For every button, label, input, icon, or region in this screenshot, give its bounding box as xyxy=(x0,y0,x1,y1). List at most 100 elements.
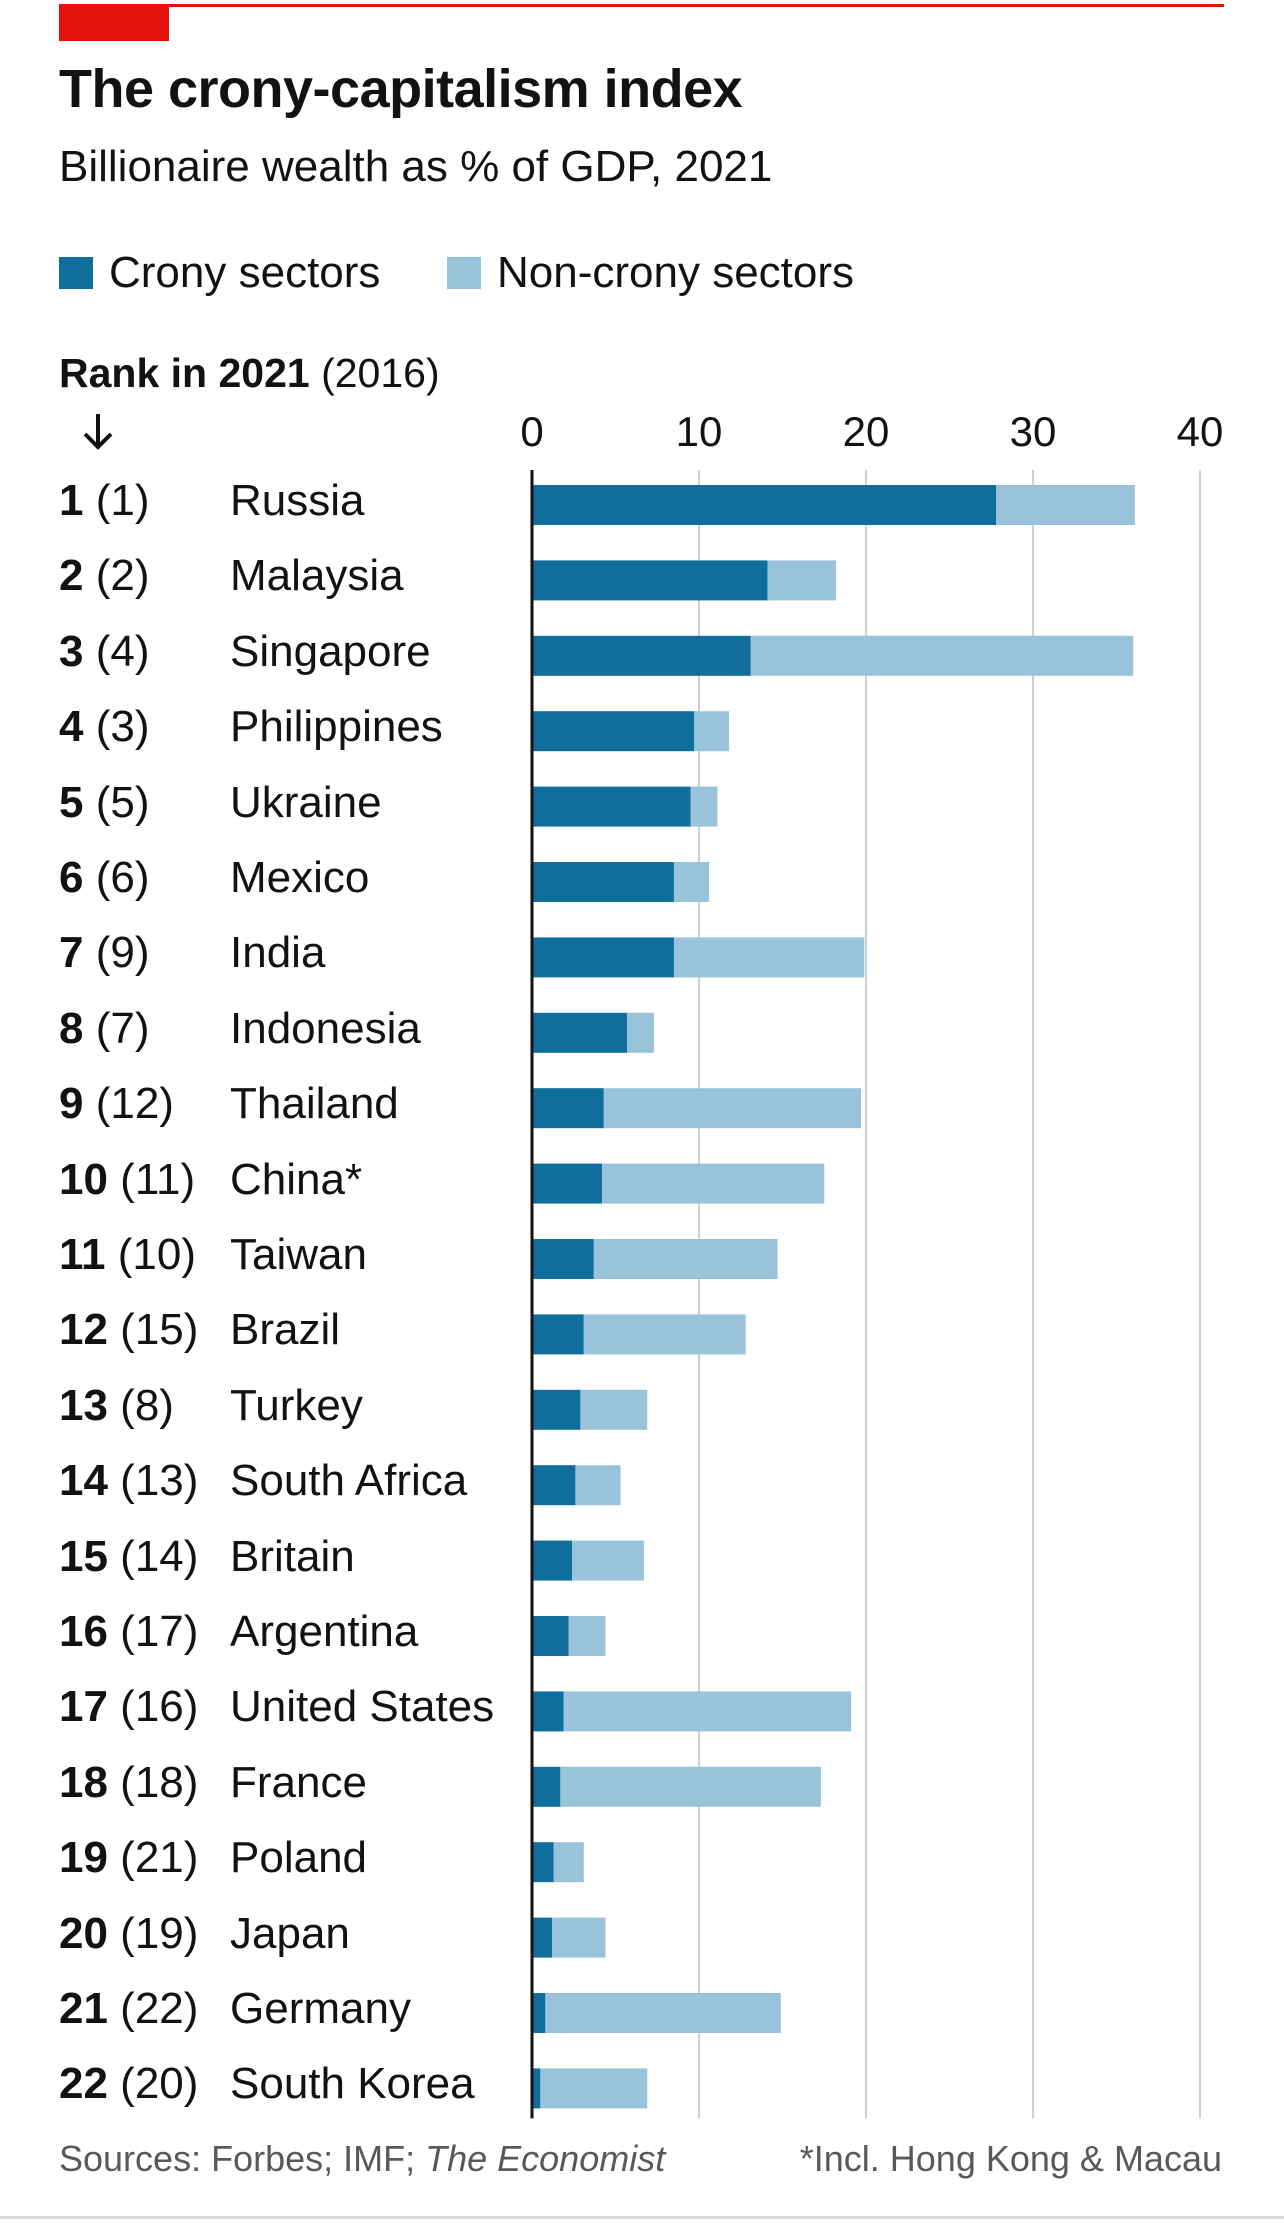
country-label-south-africa: South Africa xyxy=(230,1456,468,1506)
header-red-rule xyxy=(59,4,1224,7)
country-label-thailand: Thailand xyxy=(230,1079,399,1129)
sources-italic: The Economist xyxy=(425,2138,666,2179)
bottom-rule xyxy=(0,2216,1284,2219)
rank-label-philippines: 4 (3) xyxy=(59,702,149,752)
rank-2016: (21) xyxy=(120,1833,199,1883)
rank-2021: 12 xyxy=(59,1305,121,1355)
bar-non-crony-japan xyxy=(552,1917,606,1958)
rank-label-brazil: 12 (15) xyxy=(59,1305,198,1355)
bar-non-crony-singapore xyxy=(750,635,1134,676)
country-label-argentina: Argentina xyxy=(230,1607,419,1656)
rank-2016: (18) xyxy=(120,1757,199,1807)
rank-2021: 13 xyxy=(59,1380,121,1430)
bar-crony-britain xyxy=(532,1540,573,1581)
rank-label-thailand: 9 (12) xyxy=(59,1079,174,1129)
bar-crony-philippines xyxy=(532,711,694,752)
bar-crony-brazil xyxy=(532,1314,584,1355)
country-label-brazil: Brazil xyxy=(230,1305,341,1355)
x-tick-label-20: 20 xyxy=(843,408,890,455)
bar-non-crony-indonesia xyxy=(627,1012,654,1053)
legend-non-crony: Non-crony sectors xyxy=(447,248,854,298)
rank-2021: 11 xyxy=(59,1230,118,1279)
rank-2021: 17 xyxy=(59,1682,121,1732)
x-tick-label-40: 40 xyxy=(1177,408,1224,455)
header-red-tab xyxy=(59,7,169,41)
rank-2016: (3) xyxy=(95,702,150,752)
country-label-india: India xyxy=(230,928,326,978)
bar-crony-germany xyxy=(532,1993,546,2033)
bar-non-crony-philippines xyxy=(693,711,730,752)
rank-label-china: 10 (11) xyxy=(59,1155,195,1205)
rank-label-argentina: 16 (17) xyxy=(59,1607,198,1657)
country-label-united-states: United States xyxy=(230,1682,495,1732)
rank-2016: (5) xyxy=(95,777,150,827)
country-label-south-korea: South Korea xyxy=(230,2059,475,2109)
legend-label-crony: Crony sectors xyxy=(109,248,381,297)
bar-crony-united-states xyxy=(532,1691,564,1732)
bar-crony-singapore xyxy=(532,635,751,676)
rank-2021: 3 xyxy=(59,626,96,676)
bars xyxy=(532,485,1135,2109)
sources-prefix: Sources: Forbes; IMF; xyxy=(59,2138,426,2179)
rank-label-south-africa: 14 (13) xyxy=(59,1456,198,1506)
rank-2016: (15) xyxy=(120,1305,199,1355)
bar-non-crony-mexico xyxy=(673,862,710,902)
country-label-taiwan: Taiwan xyxy=(230,1230,367,1279)
bar-crony-russia xyxy=(532,485,997,525)
bar-non-crony-india xyxy=(673,937,865,978)
bar-crony-taiwan xyxy=(532,1239,594,1279)
rank-2021: 4 xyxy=(59,702,96,752)
bar-non-crony-britain xyxy=(572,1540,644,1581)
bar-non-crony-malaysia xyxy=(767,560,836,601)
rank-2021: 6 xyxy=(59,853,96,902)
rank-2021: 2 xyxy=(59,551,96,601)
rank-label-taiwan: 11 (10) xyxy=(59,1230,196,1280)
rank-2021: 14 xyxy=(59,1456,121,1506)
rank-2021: 7 xyxy=(59,928,96,978)
rank-2021: 20 xyxy=(59,1908,121,1958)
rank-2016: (17) xyxy=(120,1607,199,1656)
country-label-france: France xyxy=(230,1757,367,1807)
country-label-ukraine: Ukraine xyxy=(230,777,382,827)
country-label-japan: Japan xyxy=(230,1908,350,1958)
bar-non-crony-france xyxy=(560,1766,821,1807)
bar-non-crony-poland xyxy=(553,1842,584,1883)
rank-2016: (14) xyxy=(120,1531,199,1581)
country-label-indonesia: Indonesia xyxy=(230,1003,421,1053)
x-tick-labels: 0 10 20 30 40 xyxy=(520,408,1223,455)
rank-label-turkey: 13 (8) xyxy=(59,1381,174,1431)
bar-non-crony-germany xyxy=(545,1993,781,2033)
rank-2016: (19) xyxy=(120,1908,199,1958)
bar-crony-poland xyxy=(532,1842,554,1883)
rank-2016: (22) xyxy=(120,1984,199,2033)
country-label-china: China* xyxy=(230,1154,363,1204)
rank-2021: 8 xyxy=(59,1003,96,1053)
bar-non-crony-thailand xyxy=(603,1088,861,1129)
bar-non-crony-china xyxy=(602,1163,825,1204)
country-label-mexico: Mexico xyxy=(230,853,370,902)
rank-heading-bold: Rank in 2021 xyxy=(59,350,310,396)
rank-2016: (8) xyxy=(120,1380,174,1430)
bar-crony-argentina xyxy=(532,1616,569,1656)
bar-non-crony-taiwan xyxy=(593,1239,778,1279)
rank-label-malaysia: 2 (2) xyxy=(59,551,149,601)
rank-2021: 5 xyxy=(59,777,96,827)
country-label-malaysia: Malaysia xyxy=(230,551,404,601)
bar-crony-malaysia xyxy=(532,560,768,601)
country-label-britain: Britain xyxy=(230,1531,355,1581)
rank-label-indonesia: 8 (7) xyxy=(59,1004,149,1054)
sources-note: Sources: Forbes; IMF; The Economist xyxy=(59,2138,665,2180)
rank-label-france: 18 (18) xyxy=(59,1758,198,1808)
country-label-singapore: Singapore xyxy=(230,626,431,676)
rank-label-united-states: 17 (16) xyxy=(59,1682,198,1732)
rank-2016: (11) xyxy=(120,1154,196,1204)
rank-2016: (2) xyxy=(95,551,150,601)
country-label-germany: Germany xyxy=(230,1984,411,2033)
x-tick-label-10: 10 xyxy=(676,408,723,455)
rank-2021: 21 xyxy=(59,1984,121,2033)
legend-swatch-non-crony xyxy=(447,257,481,289)
bar-non-crony-south-korea xyxy=(540,2068,648,2109)
rank-label-poland: 19 (21) xyxy=(59,1833,198,1883)
bar-crony-ukraine xyxy=(532,786,691,827)
